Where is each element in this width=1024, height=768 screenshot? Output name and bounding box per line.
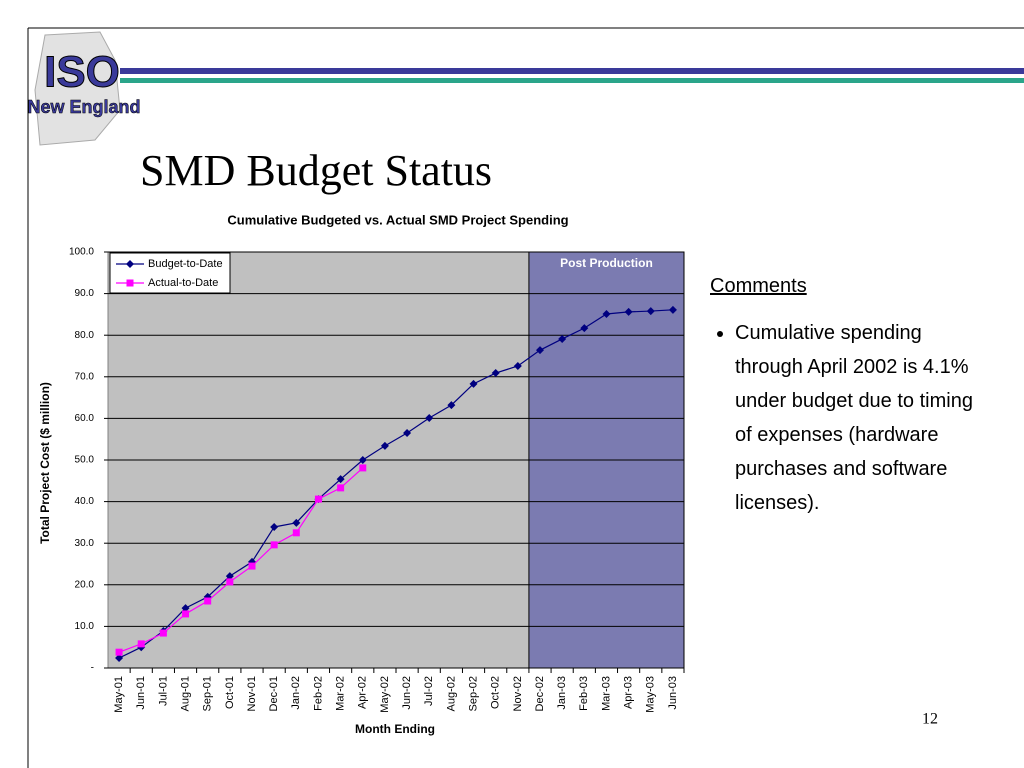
bullet-list: Cumulative spending through April 2002 i… [710, 316, 980, 520]
marker [580, 324, 589, 333]
comments: Comments Cumulative spending through Apr… [710, 275, 980, 520]
x-tick-label: Aug-01 [179, 676, 191, 711]
x-tick-label: Jul-01 [157, 676, 169, 706]
y-tick-label: 30.0 [75, 538, 95, 549]
x-tick-label: Jun-03 [667, 676, 679, 710]
x-tick-label: Aug-02 [445, 676, 457, 711]
marker [292, 518, 301, 527]
marker [248, 562, 256, 570]
legend-label: Actual-to-Date [148, 277, 218, 289]
marker [225, 572, 234, 581]
x-tick-label: May-03 [645, 676, 657, 713]
marker [624, 307, 633, 316]
y-tick-label: 40.0 [75, 496, 95, 507]
marker [491, 369, 500, 378]
x-tick-label: Mar-02 [335, 676, 347, 711]
marker [403, 428, 412, 437]
marker [447, 401, 456, 410]
x-tick-label: Jul-02 [423, 676, 435, 706]
marker [380, 441, 389, 450]
x-tick-label: Jan-02 [290, 676, 302, 710]
marker [314, 495, 322, 503]
logo-map [34, 31, 121, 146]
legend-marker [126, 260, 134, 268]
x-tick-label: Jun-02 [401, 676, 413, 710]
logo-top: ISO [44, 48, 120, 97]
y-tick-label: 90.0 [75, 288, 95, 299]
marker [182, 610, 190, 618]
x-tick-label: May-02 [379, 676, 391, 713]
chart-title: Cumulative Budgeted vs. Actual SMD Proje… [227, 212, 568, 227]
x-tick-label: Oct-01 [224, 676, 236, 709]
marker [358, 456, 367, 464]
marker [359, 464, 367, 472]
y-tick-label: 80.0 [75, 330, 95, 341]
marker [270, 541, 278, 549]
y-tick-label: - [91, 663, 94, 674]
marker [337, 484, 345, 492]
y-tick-label: 20.0 [75, 579, 95, 590]
x-tick-label: Oct-02 [490, 676, 502, 709]
marker [137, 640, 145, 648]
x-tick-label: Feb-02 [312, 676, 324, 711]
y-tick-label: 100.0 [69, 247, 94, 258]
marker [204, 597, 212, 605]
y-tick-label: 60.0 [75, 413, 95, 424]
comments-heading: Comments [710, 275, 807, 297]
x-tick-label: Nov-02 [512, 676, 524, 711]
x-tick-label: May-01 [113, 676, 125, 713]
marker [536, 346, 544, 355]
stripe-blue [120, 68, 1024, 74]
y-tick-label: 50.0 [75, 455, 95, 466]
marker [226, 578, 234, 586]
marker [602, 309, 611, 318]
x-tick-label: Mar-03 [600, 676, 612, 711]
marker [292, 529, 300, 537]
y-tick-label: 10.0 [75, 621, 95, 632]
marker [115, 654, 124, 663]
x-tick-label: Jan-03 [556, 676, 568, 710]
marker [181, 604, 190, 613]
legend-label: Budget-to-Date [148, 258, 223, 270]
x-tick-label: Feb-03 [578, 676, 590, 711]
x-tick-label: Sep-01 [202, 676, 214, 711]
marker [646, 307, 655, 316]
x-tick-label: Nov-01 [246, 676, 258, 711]
marker [336, 475, 345, 484]
series-line [118, 467, 364, 653]
x-tick-label: Dec-02 [534, 676, 546, 711]
series-line [118, 309, 673, 659]
x-tick-label: Apr-03 [623, 676, 635, 709]
x-tick-label: Apr-02 [357, 676, 369, 709]
marker [159, 629, 167, 637]
legend-marker [126, 279, 134, 287]
stripe-green [120, 78, 1024, 83]
x-tick-label: Jun-01 [135, 676, 147, 710]
marker [270, 522, 279, 531]
logo-bottom: New England [27, 97, 140, 117]
marker [668, 305, 677, 314]
marker [558, 334, 567, 343]
x-tick-label: Sep-02 [467, 676, 479, 711]
marker [425, 413, 434, 422]
slide-title: SMD Budget Status [140, 146, 492, 195]
marker [513, 361, 522, 370]
marker [115, 648, 123, 656]
page-number: 12 [922, 711, 938, 728]
bullet: Cumulative spending through April 2002 i… [735, 316, 980, 520]
y-axis-title: Total Project Cost ($ million) [38, 382, 52, 544]
x-tick-label: Dec-01 [268, 676, 280, 711]
annotation: Post Production [560, 256, 653, 270]
marker [469, 379, 478, 388]
x-axis-title: Month Ending [355, 722, 435, 736]
y-tick-label: 70.0 [75, 371, 95, 382]
